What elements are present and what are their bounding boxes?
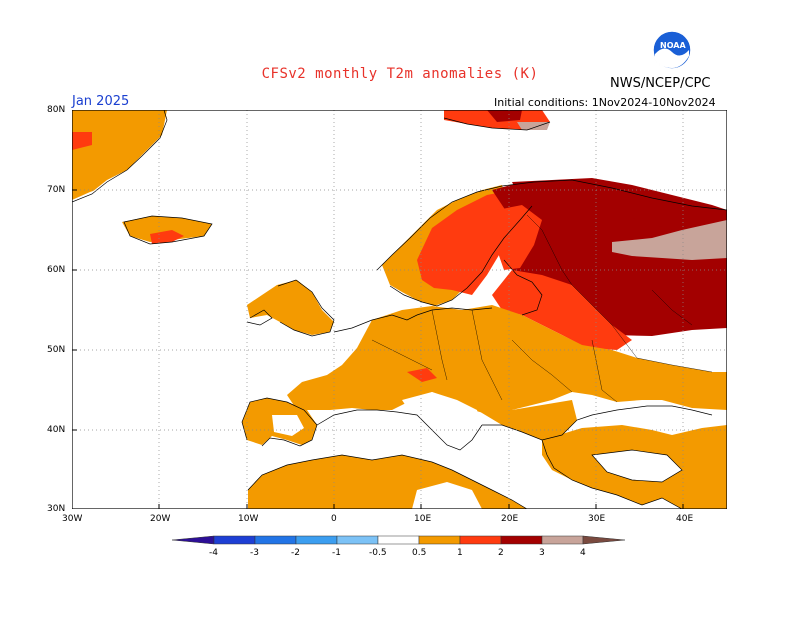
lat-label-60n: 60N: [47, 265, 66, 275]
lon-label-0: 0: [331, 514, 337, 524]
colorbar-cell-2: [254, 535, 297, 545]
colorbar-cell-8: [500, 535, 543, 545]
north-africa-white-gap: [412, 482, 482, 509]
agency-label: NWS/NCEP/CPC: [610, 76, 711, 91]
lat-label-80n: 80N: [47, 105, 66, 115]
colorbar-cell-9: [541, 535, 584, 545]
lon-label-30w: 30W: [62, 514, 83, 524]
colorbar-cell-4: [336, 535, 379, 545]
lat-label-70n: 70N: [47, 185, 66, 195]
lon-label-10w: 10W: [238, 514, 259, 524]
lon-label-10e: 10E: [414, 514, 432, 524]
colorbar-label-2: 2: [498, 548, 504, 558]
noaa-logo: NOAA: [652, 30, 692, 70]
map-grid: [72, 110, 727, 509]
lat-label-30n: 30N: [47, 504, 66, 514]
finland-red: [497, 205, 542, 270]
colorbar-label-m05: -0.5: [369, 548, 387, 558]
colorbar-label-3: 3: [539, 548, 545, 558]
coastlines: [72, 110, 727, 509]
valid-month-label: Jan 2025: [72, 94, 130, 109]
country-borders: [371, 214, 713, 403]
lon-label-30e: 30E: [588, 514, 606, 524]
russia-above4: [612, 220, 727, 260]
italy-balkans-white: [402, 392, 482, 450]
lon-label-20e: 20E: [501, 514, 519, 524]
map-ticks: [72, 110, 684, 509]
colorbar-label-4: 4: [580, 548, 586, 558]
turkey-white-gap: [592, 450, 682, 482]
colorbar-cell-7: [459, 535, 502, 545]
colorbar-cell-3: [295, 535, 338, 545]
russia-north-darkred: [512, 178, 727, 232]
iberia-white-gap: [272, 415, 304, 436]
colorbar-cell-1: [213, 535, 256, 545]
colorbar-label-05: 0.5: [412, 548, 427, 558]
lat-label-40n: 40N: [47, 425, 66, 435]
colorbar-label-1: 1: [457, 548, 463, 558]
central-europe-orange: [287, 305, 727, 415]
anomaly-map: [72, 110, 727, 509]
colorbar: [172, 535, 626, 545]
colorbar-arrow-right: [582, 535, 626, 545]
lon-label-20w: 20W: [150, 514, 171, 524]
initial-conditions-label: Initial conditions: 1Nov2024-10Nov2024: [494, 96, 716, 109]
baltic-red: [492, 270, 632, 350]
alps-red: [407, 368, 437, 382]
colorbar-label-m3: -3: [250, 548, 259, 558]
lon-label-40e: 40E: [676, 514, 694, 524]
colorbar-label-m1: -1: [332, 548, 341, 558]
british-isles-anomaly: [247, 280, 334, 335]
colorbar-label-m2: -2: [291, 548, 300, 558]
lat-label-50n: 50N: [47, 345, 66, 355]
iceland-anomaly: [122, 216, 212, 244]
colorbar-arrow-left: [172, 535, 215, 545]
colorbar-cell-6: [418, 535, 461, 545]
svalbard-anomaly: [444, 110, 550, 130]
chart-title: CFSv2 monthly T2m anomalies (K): [261, 66, 539, 82]
colorbar-label-m4: -4: [209, 548, 218, 558]
colorbar-cell-5: [377, 535, 420, 545]
scandinavia-red: [417, 190, 522, 295]
logo-lettering: NOAA: [660, 41, 686, 50]
